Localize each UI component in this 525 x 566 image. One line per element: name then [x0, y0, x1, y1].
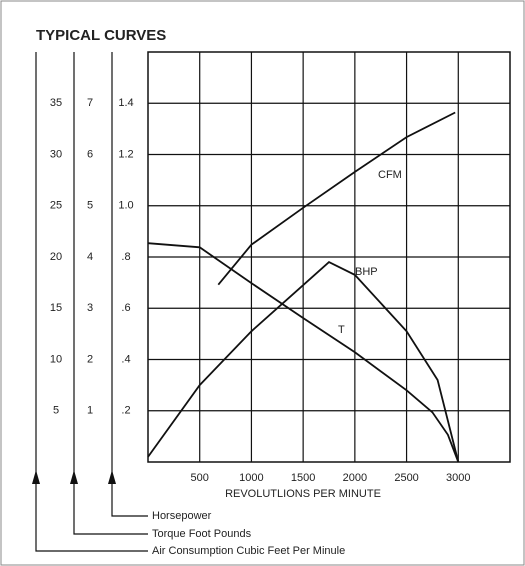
series-line	[217, 111, 456, 286]
series-line	[147, 242, 460, 463]
series-label: T	[338, 324, 345, 336]
y-tick-label: 3	[87, 302, 93, 314]
y-tick-label: 10	[50, 353, 62, 365]
series-label: BHP	[355, 266, 378, 278]
chart-title: TYPICAL CURVES	[36, 27, 166, 44]
y-tick-label: 1.2	[118, 148, 133, 160]
y2-axis-label: Torque Foot Pounds	[152, 528, 252, 540]
y-tick-label: 15	[50, 302, 62, 314]
y-tick-label: 6	[87, 148, 93, 160]
y-tick-label: 7	[87, 97, 93, 109]
y-tick-label: .4	[121, 353, 130, 365]
series-label: CFM	[378, 169, 402, 181]
y-tick-label: 25	[50, 200, 62, 212]
y3-axis-label: Horsepower	[152, 510, 212, 522]
y-tick-label: 1	[87, 405, 93, 417]
x-tick-label: 2500	[394, 472, 418, 484]
y-tick-label: 20	[50, 251, 62, 263]
y-tick-label: 5	[53, 405, 59, 417]
y-tick-label: 5	[87, 200, 93, 212]
arrowheads	[32, 470, 116, 484]
x-tick-label: 3000	[446, 472, 470, 484]
x-tick-label: 1500	[291, 472, 315, 484]
y-tick-label: .8	[121, 251, 130, 263]
x-tick-label: 500	[191, 472, 209, 484]
y-tick-label: 35	[50, 97, 62, 109]
y-tick-label: 30	[50, 148, 62, 160]
y-tick-label: 4	[87, 251, 93, 263]
x-tick-label: 2000	[343, 472, 367, 484]
series-line	[147, 261, 460, 463]
y-tick-label: 1.0	[118, 200, 133, 212]
y-tick-label: .6	[121, 302, 130, 314]
y-tick-label: 2	[87, 353, 93, 365]
axis-pointers	[35, 52, 148, 552]
y-tick-label: 1.4	[118, 97, 133, 109]
x-axis-label: REVOLUTLIONS PER MINUTE	[225, 488, 381, 500]
y-tick-label: .2	[121, 405, 130, 417]
y-axis-label: Air Consumption Cubic Feet Per Minule	[152, 545, 345, 557]
x-tick-label: 1000	[239, 472, 263, 484]
